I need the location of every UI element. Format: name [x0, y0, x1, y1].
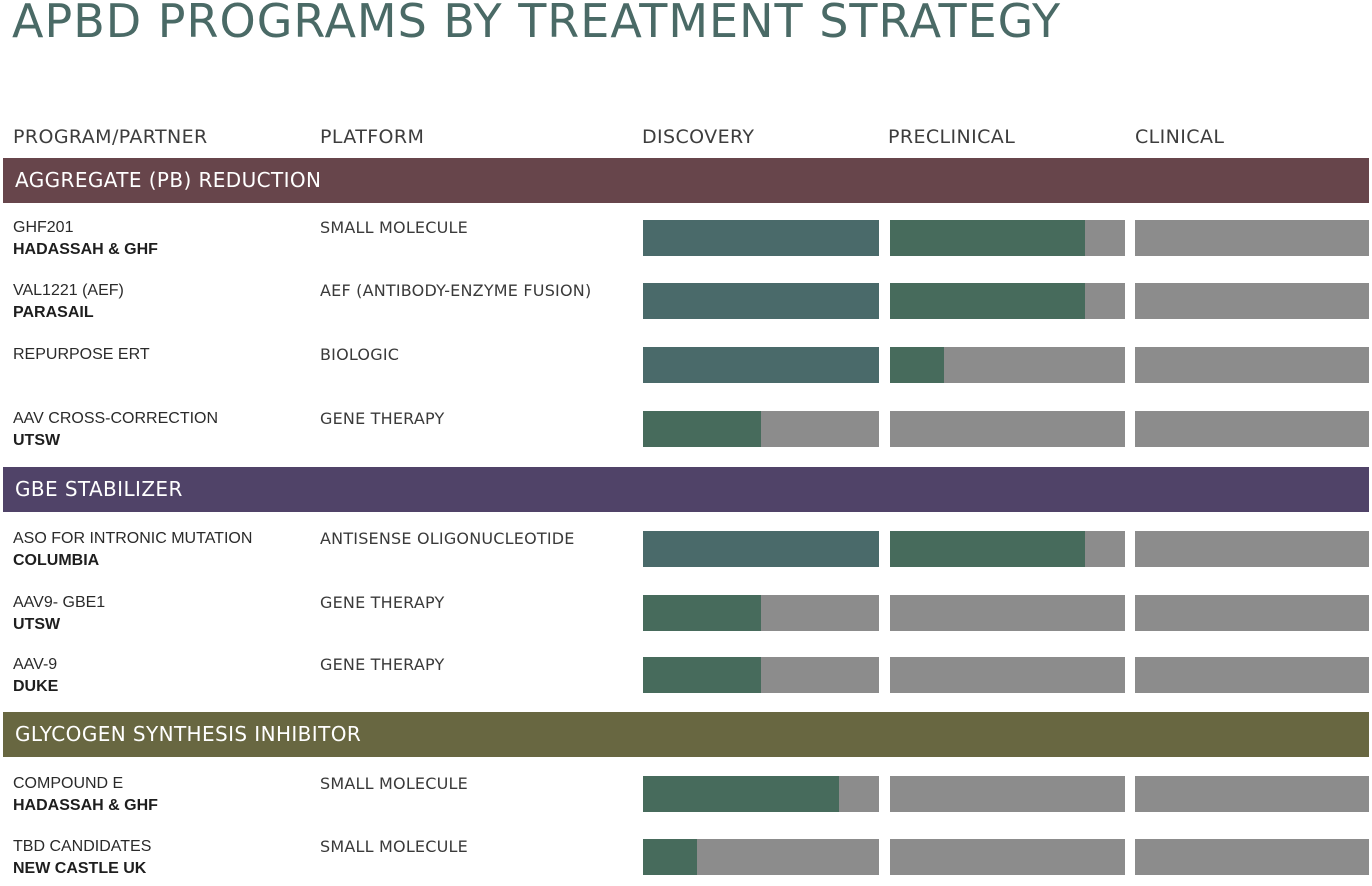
- progress-bar: [643, 283, 879, 319]
- group-band: GBE STABILIZER: [3, 467, 1369, 512]
- group-band: AGGREGATE (PB) REDUCTION: [3, 158, 1369, 203]
- program-row: ASO FOR INTRONIC MUTATION COLUMBIA ANTISEN…: [0, 528, 1372, 578]
- progress-bar: [890, 283, 1086, 319]
- program-row: REPURPOSE ERT BIOLOGIC: [0, 344, 1372, 394]
- stage-track-preclinical: [890, 531, 1125, 567]
- column-header-discovery: DISCOVERY: [642, 126, 755, 148]
- program-name: VAL1221 (AEF): [13, 282, 124, 299]
- partner-name: NEW CASTLE UK: [13, 860, 147, 877]
- program-name: TBD CANDIDATES: [13, 838, 152, 855]
- page-title: APBD PROGRAMS BY TREATMENT STRATEGY: [12, 0, 1062, 48]
- stage-track-discovery: [643, 657, 879, 693]
- stage-track-preclinical: [890, 347, 1125, 383]
- platform-name: SMALL MOLECULE: [320, 837, 468, 856]
- progress-bar: [643, 595, 761, 631]
- platform-name: SMALL MOLECULE: [320, 774, 468, 793]
- stage-track-discovery: [643, 220, 879, 256]
- program-row: AAV9- GBE1 UTSW GENE THERAPY: [0, 592, 1372, 642]
- partner-name: HADASSAH & GHF: [13, 797, 158, 814]
- stage-track-discovery: [643, 595, 879, 631]
- stage-track-clinical: [1135, 776, 1369, 812]
- progress-bar: [890, 220, 1086, 256]
- stage-track-clinical: [1135, 283, 1369, 319]
- stage-track-preclinical: [890, 839, 1125, 875]
- partner-name: UTSW: [13, 616, 61, 633]
- progress-bar: [643, 347, 879, 383]
- platform-name: AEF (ANTIBODY-ENZYME FUSION): [320, 281, 592, 300]
- stage-track-discovery: [643, 411, 879, 447]
- program-name: AAV9- GBE1: [13, 594, 106, 611]
- stage-track-discovery: [643, 531, 879, 567]
- group-band: GLYCOGEN SYNTHESIS INHIBITOR: [3, 712, 1369, 757]
- program-name: ASO FOR INTRONIC MUTATION: [13, 530, 253, 547]
- stage-track-discovery: [643, 347, 879, 383]
- column-header-preclinical: PRECLINICAL: [888, 126, 1016, 148]
- progress-bar: [643, 839, 698, 875]
- stage-track-clinical: [1135, 531, 1369, 567]
- stage-track-clinical: [1135, 595, 1369, 631]
- stage-track-preclinical: [890, 595, 1125, 631]
- stage-track-clinical: [1135, 839, 1369, 875]
- program-name: AAV-9: [13, 656, 58, 673]
- stage-track-preclinical: [890, 411, 1125, 447]
- stage-track-preclinical: [890, 657, 1125, 693]
- program-row: AAV-9 DUKE GENE THERAPY: [0, 654, 1372, 704]
- progress-bar: [643, 220, 879, 256]
- column-header-program: PROGRAM/PARTNER: [13, 126, 208, 148]
- program-name: COMPOUND E: [13, 775, 124, 792]
- stage-track-clinical: [1135, 657, 1369, 693]
- stage-track-discovery: [643, 283, 879, 319]
- progress-bar: [890, 531, 1086, 567]
- stage-track-discovery: [643, 776, 879, 812]
- partner-name: UTSW: [13, 432, 61, 449]
- platform-name: BIOLOGIC: [320, 345, 400, 364]
- column-header-platform: PLATFORM: [320, 126, 425, 148]
- platform-name: GENE THERAPY: [320, 409, 445, 428]
- program-row: AAV CROSS-CORRECTION UTSW GENE THERAPY: [0, 408, 1372, 458]
- program-row: GHF201 HADASSAH & GHF SMALL MOLECULE: [0, 217, 1372, 267]
- stage-track-clinical: [1135, 347, 1369, 383]
- platform-name: SMALL MOLECULE: [320, 218, 468, 237]
- stage-track-preclinical: [890, 283, 1125, 319]
- progress-bar: [890, 347, 945, 383]
- program-name: GHF201: [13, 219, 74, 236]
- partner-name: HADASSAH & GHF: [13, 241, 158, 258]
- stage-track-preclinical: [890, 220, 1125, 256]
- platform-name: ANTISENSE OLIGONUCLEOTIDE: [320, 529, 575, 548]
- program-row: COMPOUND E HADASSAH & GHF SMALL MOLECULE: [0, 773, 1372, 823]
- platform-name: GENE THERAPY: [320, 593, 445, 612]
- platform-name: GENE THERAPY: [320, 655, 445, 674]
- partner-name: DUKE: [13, 678, 59, 695]
- partner-name: PARASAIL: [13, 304, 94, 321]
- program-name: AAV CROSS-CORRECTION: [13, 410, 219, 427]
- program-row: VAL1221 (AEF) PARASAIL AEF (ANTIBODY-ENZYM…: [0, 280, 1372, 330]
- stage-track-preclinical: [890, 776, 1125, 812]
- progress-bar: [643, 531, 879, 567]
- progress-bar: [643, 776, 839, 812]
- program-row: TBD CANDIDATES NEW CASTLE UK SMALL MOLECUL…: [0, 836, 1372, 886]
- progress-bar: [643, 411, 761, 447]
- stage-track-discovery: [643, 839, 879, 875]
- progress-bar: [643, 657, 761, 693]
- stage-track-clinical: [1135, 411, 1369, 447]
- column-header-clinical: CLINICAL: [1135, 126, 1225, 148]
- stage-track-clinical: [1135, 220, 1369, 256]
- partner-name: COLUMBIA: [13, 552, 100, 569]
- program-name: REPURPOSE ERT: [13, 346, 150, 363]
